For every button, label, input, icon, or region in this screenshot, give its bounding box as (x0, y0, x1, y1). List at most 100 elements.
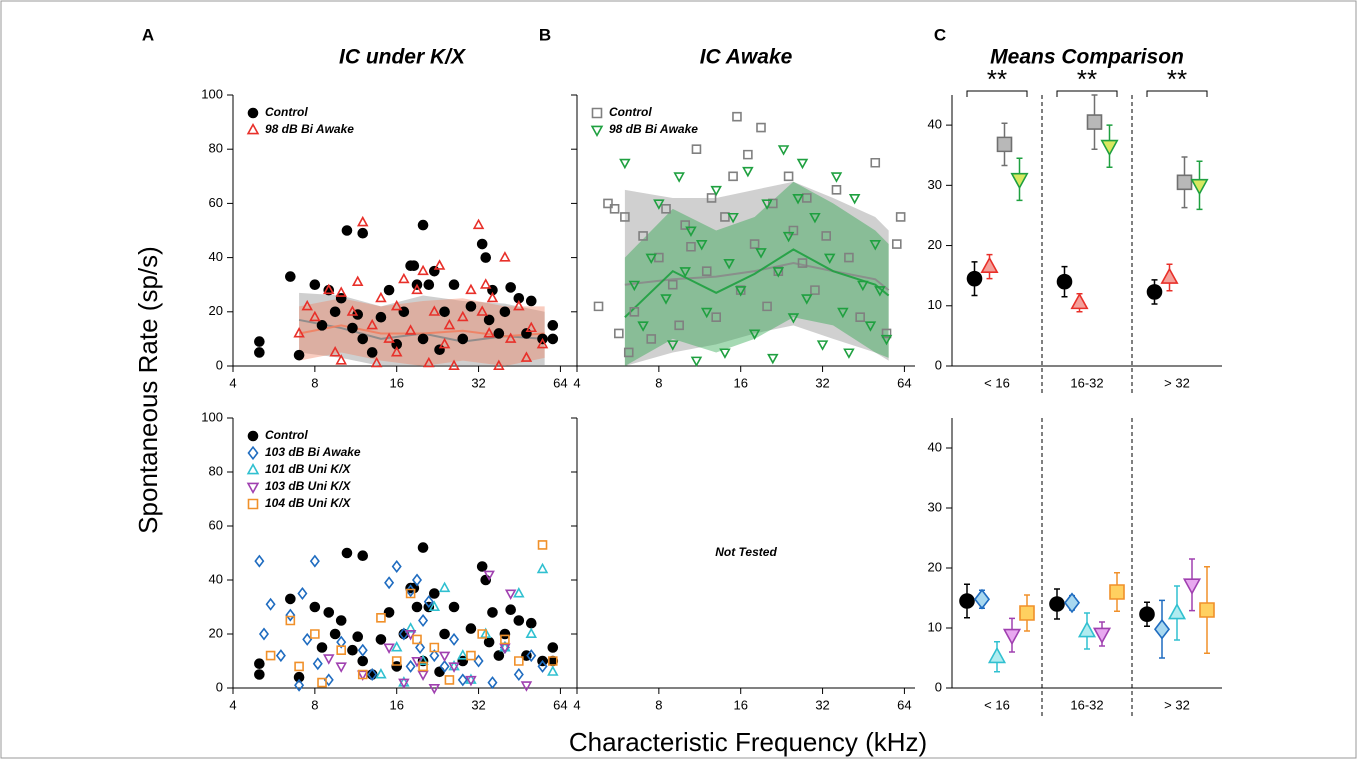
point (504, 589, 517, 600)
point (375, 291, 387, 303)
y-tick-label: 0 (216, 679, 223, 694)
point (346, 305, 359, 316)
sig-bracket (1056, 90, 1118, 97)
point (391, 661, 403, 672)
x-tick-label: 32 (471, 375, 485, 390)
x-tick-label: 32 (815, 697, 829, 712)
point (375, 311, 387, 323)
point (404, 622, 417, 633)
mean-point (973, 588, 991, 610)
point (525, 321, 538, 333)
point (685, 226, 697, 237)
point (357, 550, 369, 562)
panel-title: IC under K/X (339, 46, 467, 69)
point (748, 329, 761, 340)
x-tick-label: 64 (897, 697, 911, 712)
y-tick-label: 80 (209, 463, 223, 478)
point (476, 305, 488, 316)
point (375, 668, 387, 679)
point (743, 149, 753, 160)
legend-marker (246, 462, 260, 475)
point (309, 279, 321, 291)
point (735, 285, 746, 295)
point (448, 279, 460, 291)
y-axis-label: Spontaneous Rate (sp/s) (133, 246, 163, 534)
point (375, 634, 387, 645)
point (265, 650, 276, 661)
point (638, 231, 648, 241)
point (423, 279, 435, 291)
point (428, 684, 441, 695)
point (628, 280, 641, 292)
x-tick-label: 16 (389, 375, 403, 390)
point (405, 659, 416, 673)
sig-label: ** (1167, 64, 1187, 94)
point (486, 291, 499, 303)
y-tick-label: 30 (928, 177, 942, 192)
y-tick-label: 10 (928, 297, 942, 312)
point (457, 649, 469, 660)
point (412, 634, 422, 645)
point (788, 225, 799, 236)
point (505, 604, 516, 616)
mean-point (1049, 596, 1065, 612)
point (710, 185, 722, 197)
point (727, 212, 739, 224)
point (439, 659, 450, 673)
point (335, 354, 347, 365)
x-tick-label: 4 (229, 697, 236, 712)
point (429, 265, 440, 277)
point (429, 588, 440, 599)
legend-label: 98 dB Bi Awake (609, 122, 698, 136)
point (821, 231, 831, 241)
point (476, 561, 488, 572)
point (438, 337, 451, 349)
panel-letter: B (539, 25, 551, 44)
x-tick-label: 4 (573, 697, 580, 712)
point (309, 310, 321, 322)
y-tick-label: 40 (928, 439, 942, 454)
mean-point (996, 136, 1013, 153)
mean-point (1167, 602, 1187, 620)
point (525, 627, 538, 638)
legend-marker (590, 125, 604, 138)
point (439, 628, 450, 640)
point (417, 219, 429, 231)
point (285, 608, 296, 622)
point (480, 252, 492, 263)
point (483, 327, 495, 338)
point (466, 650, 476, 661)
sig-label: ** (1077, 64, 1097, 94)
y-tick-label: 20 (209, 303, 223, 318)
point (465, 675, 477, 687)
point (880, 334, 893, 346)
x-tick-label: 4 (573, 375, 580, 390)
point (623, 347, 634, 358)
point (536, 562, 549, 574)
legend-marker (247, 107, 259, 119)
point (347, 322, 358, 334)
y-tick-label: 20 (209, 625, 223, 640)
point (417, 264, 429, 276)
point (547, 655, 559, 667)
point (428, 305, 441, 316)
point (691, 144, 702, 154)
point (423, 595, 434, 609)
y-tick-label: 20 (928, 559, 942, 574)
point (398, 272, 410, 284)
point (756, 122, 766, 133)
point (547, 656, 558, 666)
point (711, 312, 721, 323)
point (457, 333, 469, 345)
point (439, 306, 450, 318)
point (679, 267, 691, 278)
point (823, 253, 836, 265)
mean-point (1019, 605, 1035, 621)
point (520, 351, 533, 362)
point (335, 615, 347, 626)
point (654, 252, 664, 263)
legend-marker (247, 445, 259, 461)
point (521, 328, 532, 339)
point (525, 617, 537, 629)
